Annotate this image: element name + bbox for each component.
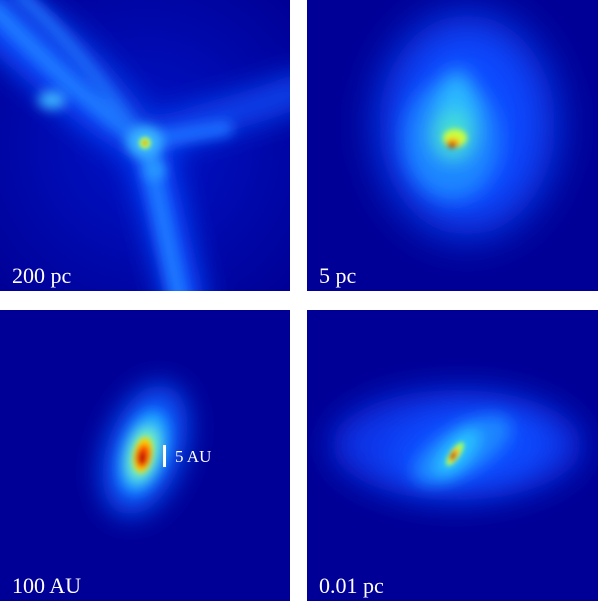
density-panel-200pc: 200 pc [0,0,290,291]
density-panel-001pc: 0.01 pc [307,310,598,601]
density-panel-5pc: 5 pc [307,0,598,291]
scale-bar-5au [163,445,166,467]
cloud-density-map [307,0,598,291]
inset-scale-label: 5 AU [175,447,212,466]
scale-label: 200 pc [12,263,72,288]
scale-label: 100 AU [12,573,82,598]
scale-label: 5 pc [319,263,357,288]
core-density-map [0,310,290,601]
disk-density-map [307,310,598,601]
filament-density-map [0,0,290,291]
scale-label: 0.01 pc [319,573,384,598]
density-panel-100au: 5 AU 100 AU [0,310,290,601]
